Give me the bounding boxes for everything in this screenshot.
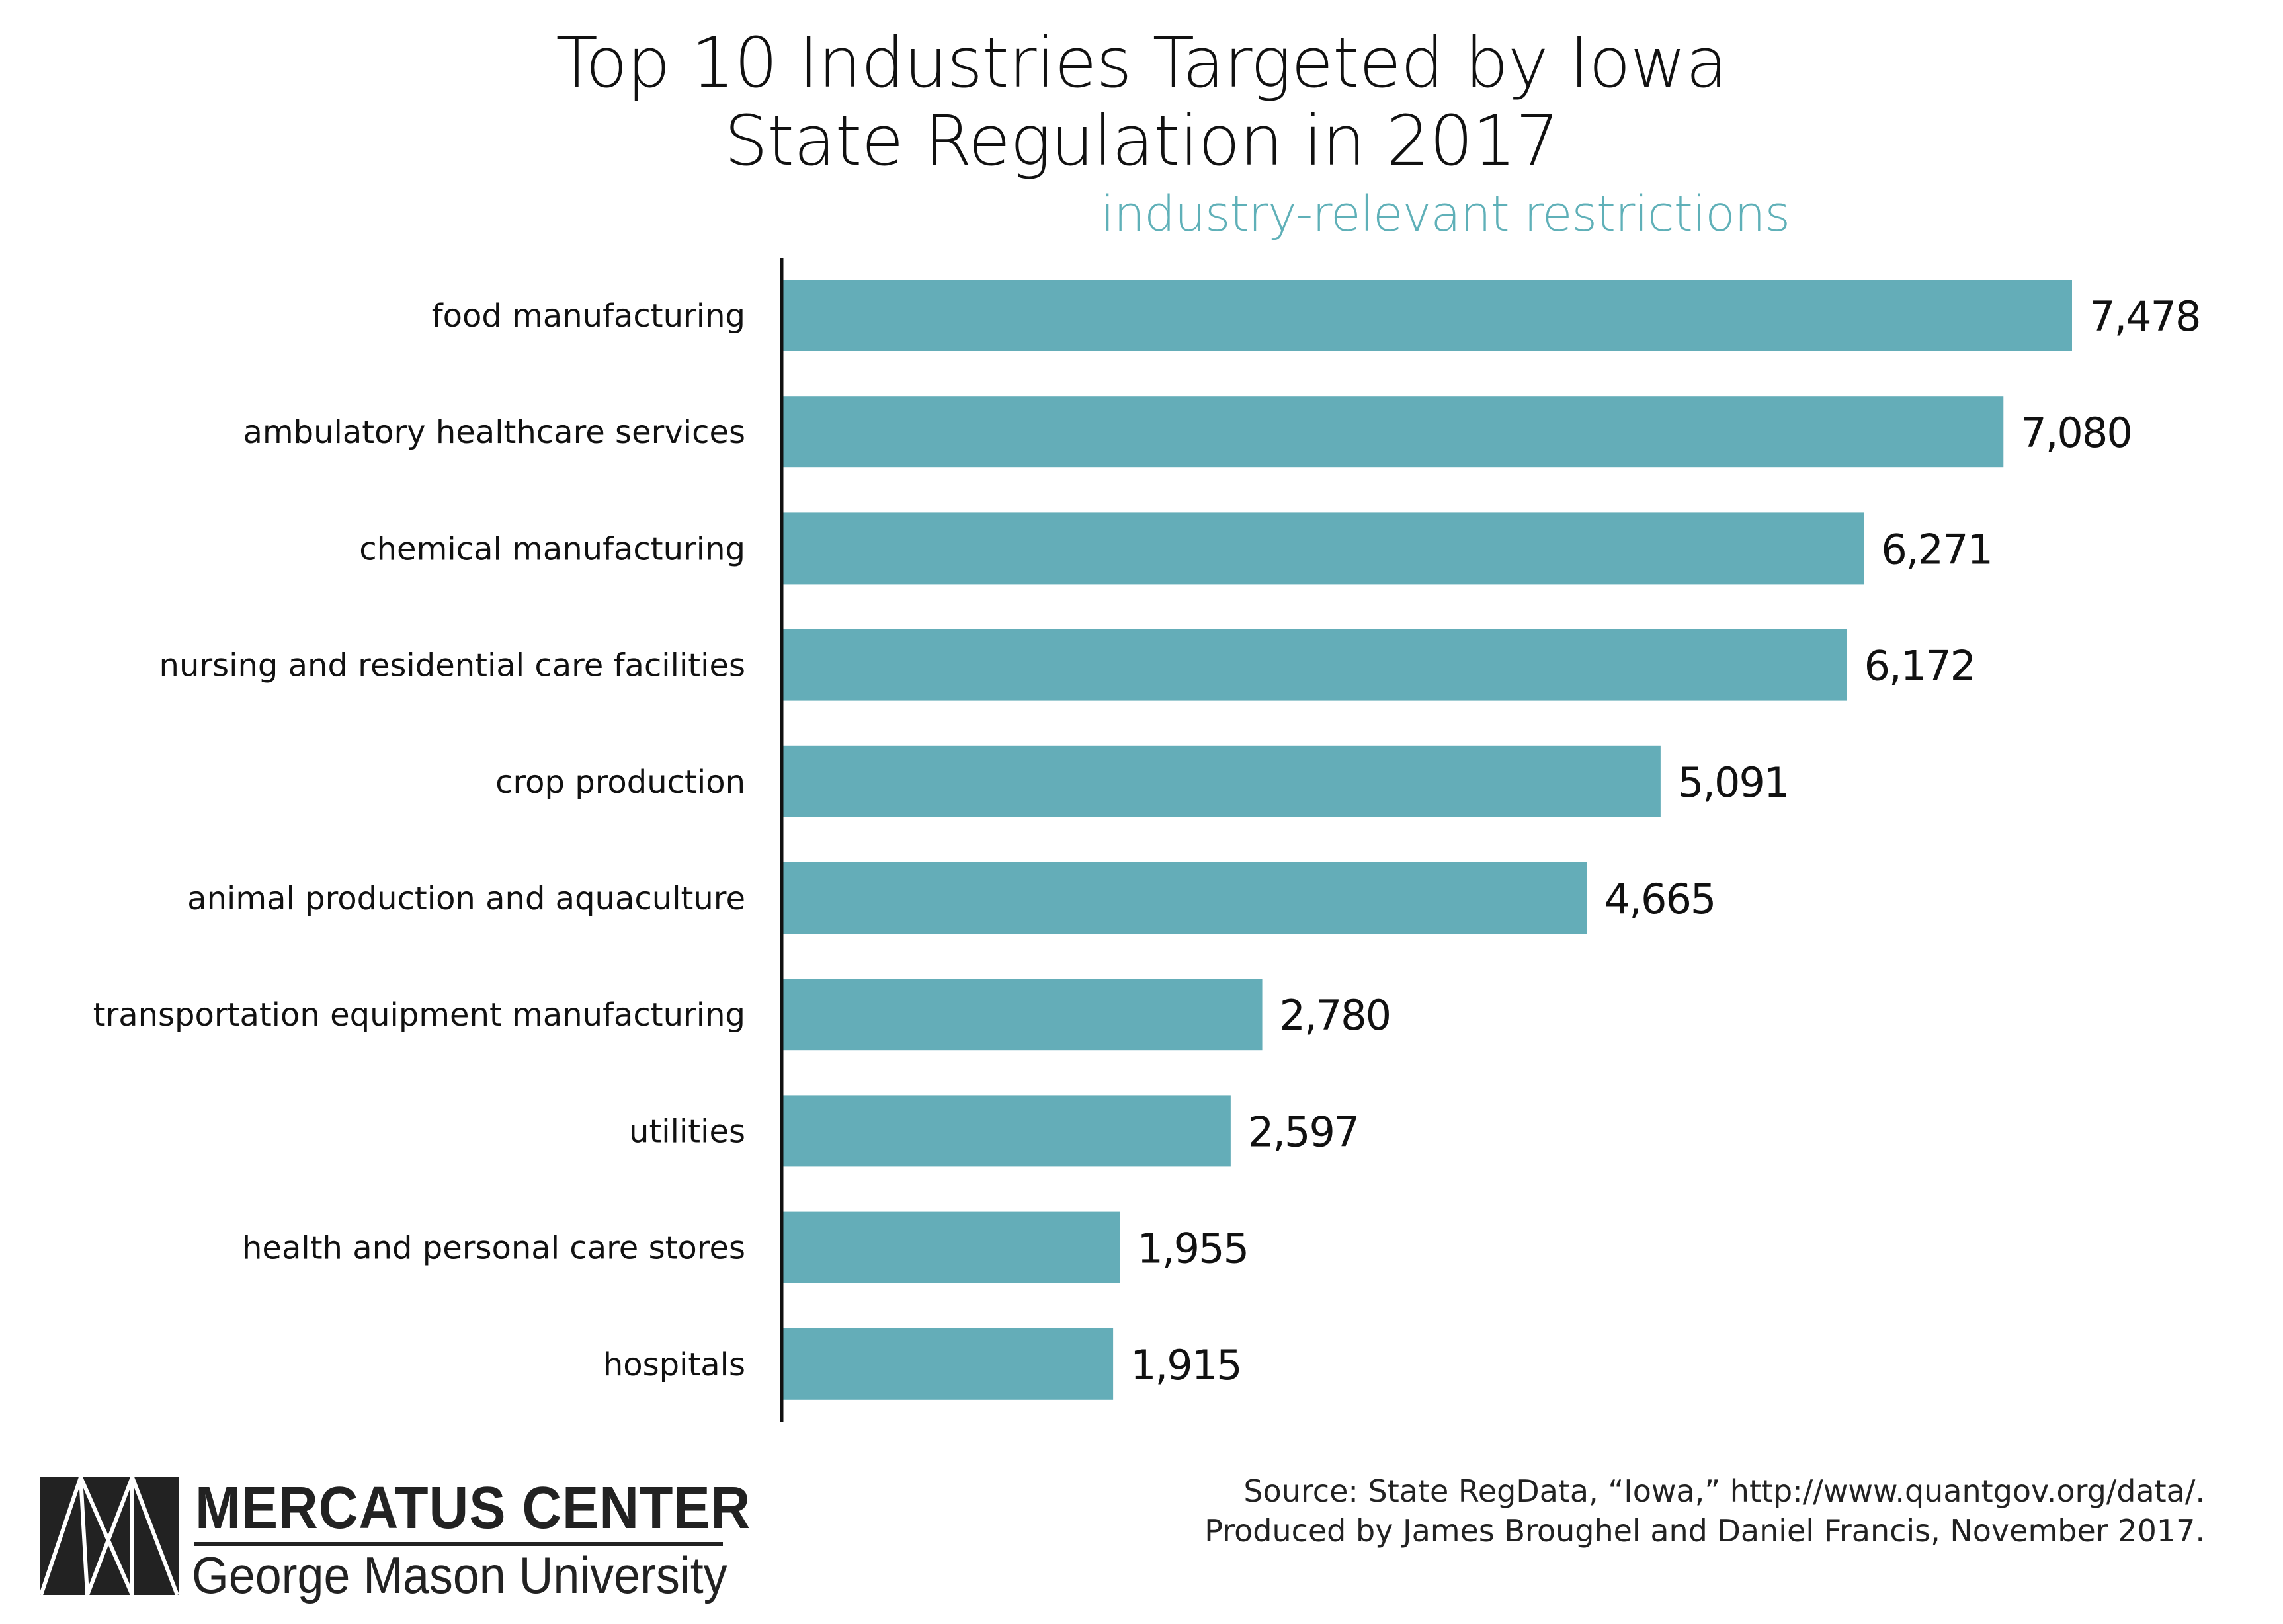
source-note: Source: State RegData, “Iowa,” http://ww… [1204, 1471, 2205, 1551]
value-label: 6,271 [1881, 525, 1992, 573]
value-label: 2,780 [1280, 991, 1391, 1039]
bar [783, 280, 2072, 351]
bar [783, 1328, 1114, 1400]
category-label: crop production [495, 764, 745, 801]
value-label: 7,478 [2089, 292, 2200, 341]
bar [783, 745, 1661, 817]
chart-title-line-1: Top 10 Industries Targeted by Iowa [556, 22, 1727, 103]
category-label: transportation equipment manufacturing [93, 996, 745, 1034]
bar [783, 512, 1864, 585]
bar [783, 979, 1263, 1051]
chart-title: Top 10 Industries Targeted by Iowa State… [0, 24, 2283, 180]
bar [783, 629, 1847, 701]
chart-subtitle: industry-relevant restrictions [1100, 186, 1790, 243]
category-label: food manufacturing [432, 298, 745, 335]
category-label: utilities [629, 1113, 745, 1150]
logo-divider [194, 1542, 723, 1546]
value-label: 5,091 [1678, 758, 1789, 807]
value-label: 1,915 [1130, 1341, 1241, 1389]
mercatus-logo: MERCATUS CENTER George Mason University [40, 1477, 750, 1604]
category-label: health and personal care stores [242, 1230, 745, 1267]
value-label: 1,955 [1138, 1225, 1249, 1273]
mercatus-logo-mark [40, 1477, 179, 1596]
source-line-2: Produced by James Broughel and Daniel Fr… [1204, 1513, 2205, 1549]
category-label: hospitals [603, 1346, 745, 1383]
bar [783, 862, 1587, 934]
value-label: 6,172 [1864, 642, 1975, 690]
bar [783, 1095, 1231, 1167]
value-label: 2,597 [1248, 1108, 1359, 1156]
logo-name: MERCATUS CENTER [195, 1475, 751, 1541]
category-label: animal production and aquaculture [187, 880, 745, 917]
category-label: ambulatory healthcare services [243, 414, 745, 451]
source-line-1: Source: State RegData, “Iowa,” http://ww… [1243, 1473, 2205, 1509]
category-label: nursing and residential care facilities [159, 647, 745, 684]
category-label: chemical manufacturing [359, 530, 745, 567]
bar [783, 396, 2004, 468]
value-label: 7,080 [2020, 409, 2132, 457]
chart-title-line-2: State Regulation in 2017 [724, 101, 1559, 181]
bar [783, 1211, 1120, 1283]
logo-university: George Mason University [192, 1546, 727, 1604]
value-label: 4,665 [1604, 875, 1716, 923]
